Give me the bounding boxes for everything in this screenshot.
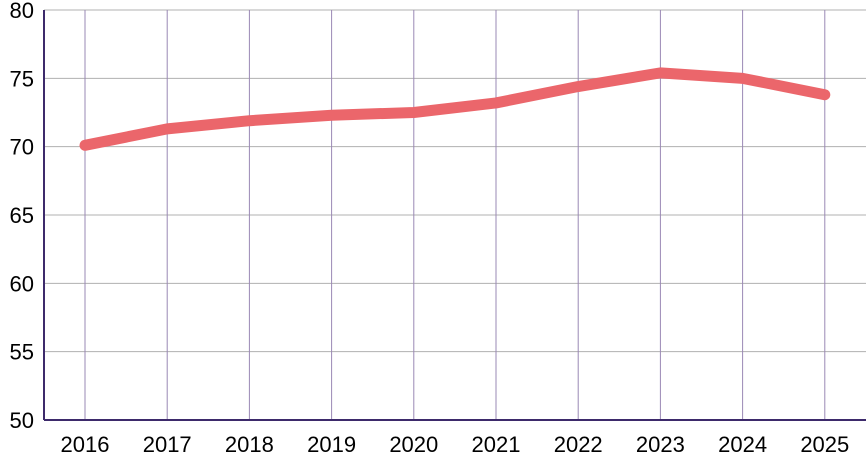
data-point-2021 bbox=[495, 102, 497, 104]
x-tick-label: 2020 bbox=[389, 432, 438, 457]
x-tick-label: 2016 bbox=[61, 432, 110, 457]
x-tick-label: 2022 bbox=[554, 432, 603, 457]
axes bbox=[43, 10, 866, 421]
data-point-2023 bbox=[659, 72, 661, 74]
y-axis-ticks: 50 55 60 65 70 75 80 bbox=[10, 0, 34, 433]
y-tick-label: 65 bbox=[10, 203, 34, 228]
series-line bbox=[79, 67, 831, 151]
x-tick-label: 2025 bbox=[800, 432, 849, 457]
x-axis-ticks: 2016 2017 2018 2019 2020 2021 2022 2023 2024 2025 bbox=[61, 432, 850, 457]
data-point-2022 bbox=[577, 86, 579, 88]
x-tick-label: 2023 bbox=[636, 432, 685, 457]
series bbox=[79, 67, 831, 151]
x-tick-label: 2019 bbox=[307, 432, 356, 457]
x-tick-label: 2017 bbox=[143, 432, 192, 457]
data-point-2017 bbox=[166, 128, 168, 130]
data-point-2024 bbox=[742, 77, 744, 79]
y-tick-label: 70 bbox=[10, 135, 34, 160]
y-tick-label: 60 bbox=[10, 271, 34, 296]
data-point-2020 bbox=[413, 112, 415, 113]
data-point-2019 bbox=[331, 114, 333, 116]
y-tick-label: 75 bbox=[10, 66, 34, 91]
y-tick-label: 50 bbox=[10, 408, 34, 433]
x-tick-label: 2024 bbox=[718, 432, 767, 457]
x-tick-label: 2018 bbox=[225, 432, 274, 457]
y-tick-label: 55 bbox=[10, 340, 34, 365]
data-point-2025 bbox=[824, 94, 826, 96]
data-point-2016 bbox=[84, 144, 86, 146]
y-tick-label: 80 bbox=[10, 0, 34, 23]
data-point-2018 bbox=[248, 120, 250, 122]
grid bbox=[44, 9, 866, 421]
x-tick-label: 2021 bbox=[472, 432, 521, 457]
